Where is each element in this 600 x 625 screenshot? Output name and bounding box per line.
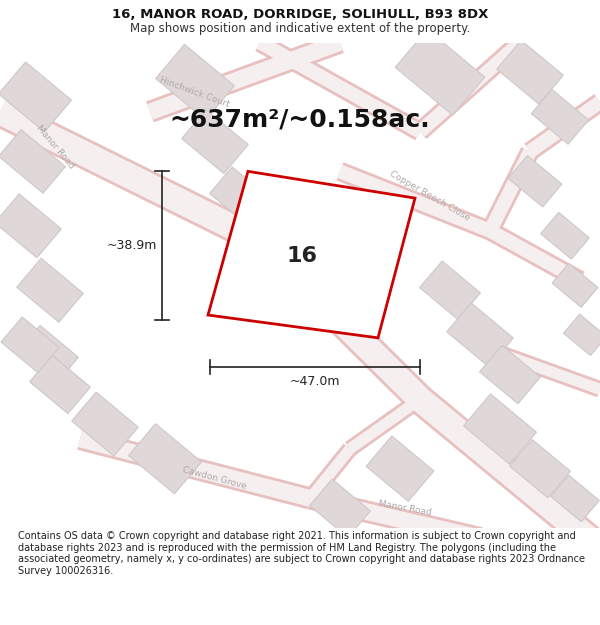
Text: ~47.0m: ~47.0m (290, 374, 340, 388)
Polygon shape (1, 317, 59, 372)
Text: ~38.9m: ~38.9m (107, 239, 157, 252)
Polygon shape (563, 314, 600, 356)
Polygon shape (72, 392, 138, 456)
Polygon shape (366, 436, 434, 501)
Text: 16, MANOR ROAD, DORRIDGE, SOLIHULL, B93 8DX: 16, MANOR ROAD, DORRIDGE, SOLIHULL, B93 … (112, 8, 488, 21)
Polygon shape (395, 29, 485, 115)
Text: Copper Beech Close: Copper Beech Close (388, 169, 472, 222)
Polygon shape (0, 194, 61, 258)
Polygon shape (227, 229, 283, 282)
Polygon shape (447, 303, 513, 367)
Polygon shape (17, 258, 83, 322)
Polygon shape (552, 263, 598, 308)
Text: Contains OS data © Crown copyright and database right 2021. This information is : Contains OS data © Crown copyright and d… (18, 531, 585, 576)
Text: Map shows position and indicative extent of the property.: Map shows position and indicative extent… (130, 22, 470, 35)
Polygon shape (532, 89, 589, 144)
Polygon shape (128, 424, 202, 494)
Text: 16: 16 (287, 246, 318, 266)
Polygon shape (464, 394, 536, 464)
Text: Manor Road: Manor Road (378, 499, 432, 518)
Polygon shape (29, 355, 91, 414)
Polygon shape (0, 62, 71, 132)
Polygon shape (541, 213, 589, 259)
Polygon shape (17, 326, 79, 384)
Polygon shape (182, 109, 248, 174)
Text: Cawdon Grove: Cawdon Grove (182, 466, 248, 491)
Polygon shape (551, 475, 599, 522)
Polygon shape (0, 129, 65, 193)
Polygon shape (208, 171, 415, 338)
Polygon shape (497, 40, 563, 104)
Polygon shape (479, 345, 541, 404)
Polygon shape (209, 167, 271, 226)
Polygon shape (508, 156, 562, 207)
Polygon shape (155, 44, 235, 120)
Polygon shape (509, 439, 571, 498)
Text: Manor Road: Manor Road (290, 199, 329, 243)
Polygon shape (310, 479, 370, 538)
Polygon shape (419, 261, 481, 319)
Text: Hinchwick Court: Hinchwick Court (159, 75, 231, 109)
Text: Manor Road: Manor Road (34, 123, 76, 170)
Text: ~637m²/~0.158ac.: ~637m²/~0.158ac. (170, 107, 430, 132)
